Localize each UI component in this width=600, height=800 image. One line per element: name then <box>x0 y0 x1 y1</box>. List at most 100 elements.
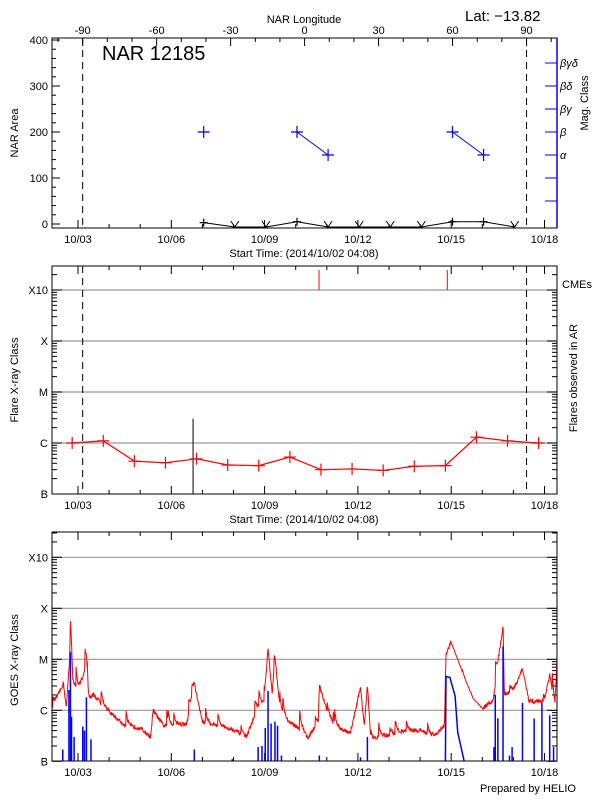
flare-point <box>501 434 514 447</box>
y-tick-label: C <box>40 705 48 717</box>
y-tick-label: X10 <box>28 552 48 564</box>
top-axis-label: NAR Longitude <box>267 14 342 26</box>
x-axis-label: Start Time: (2014/10/02 04:08) <box>229 514 378 526</box>
mag-class-line <box>296 131 329 156</box>
area-zero-marker <box>323 220 333 228</box>
plot-frame <box>51 265 558 495</box>
goes-long-channel-line <box>52 621 557 741</box>
y-tick-label: 300 <box>30 81 48 93</box>
flare-point <box>439 459 452 472</box>
region-title: NAR 12185 <box>102 43 205 65</box>
x-tick-label: 10/06 <box>158 500 186 512</box>
latitude-label: Lat: −13.82 <box>465 8 540 25</box>
flare-point <box>128 455 141 468</box>
flare-point <box>159 456 172 469</box>
y2-axis-label: Flares observed in AR <box>568 324 580 432</box>
longitude-tick-label: 60 <box>446 25 458 37</box>
area-zero-marker <box>416 220 426 228</box>
flare-point <box>346 462 359 475</box>
area-point <box>199 218 208 227</box>
goes-data <box>52 621 557 761</box>
x-tick-label: 10/12 <box>344 500 372 512</box>
y-tick-label: 0 <box>42 219 48 231</box>
area-zero-marker <box>354 220 364 228</box>
x-tick-label: 10/06 <box>158 234 186 246</box>
mag-class-point <box>197 126 210 138</box>
mag-class-point <box>446 126 459 138</box>
mag-class-point <box>322 149 335 161</box>
longitude-tick-label: -30 <box>223 25 239 37</box>
flare-point <box>66 437 79 449</box>
x-tick-label: 10/15 <box>437 234 465 246</box>
y-tick-label: M <box>39 387 48 399</box>
flare-point <box>97 434 110 447</box>
y-tick-label: X10 <box>28 285 48 297</box>
flare-point <box>314 463 327 476</box>
longitude-tick-label: 30 <box>372 25 384 37</box>
y-tick-label: 400 <box>30 35 48 47</box>
flare-point <box>190 452 203 465</box>
mag-class-point <box>290 126 303 138</box>
longitude-tick-label: 0 <box>302 25 308 37</box>
flare-point <box>408 460 421 473</box>
goes-short-decay-line <box>444 675 465 761</box>
y-tick-label: X <box>41 603 49 615</box>
x-tick-label: 10/06 <box>158 767 186 779</box>
x-tick-label: 10/15 <box>437 500 465 512</box>
flare-point <box>221 459 234 472</box>
x-axis-label: Start Time: (2014/10/02 04:08) <box>229 248 378 260</box>
mag-class-tick-label: βγ <box>559 104 573 116</box>
area-point <box>479 217 488 226</box>
x-tick-label: 10/09 <box>251 767 279 779</box>
plot-frame <box>51 531 558 762</box>
flare-point <box>283 451 296 464</box>
y-tick-label: M <box>39 654 48 666</box>
mag-class-tick-label: βγδ <box>559 58 579 70</box>
area-zero-marker <box>230 220 240 228</box>
flare-point <box>377 464 390 477</box>
goes-xray-panel: B C M X X10 10/03 10/06 10/09 10/12 10/15 10/18 GOE… <box>9 531 559 779</box>
x-tick-label: 10/15 <box>437 767 465 779</box>
flare-class-panel: B C M X X10 10/03 10/06 10/09 10/12 10/15 10/18 Sta… <box>9 265 592 526</box>
flare-point <box>252 459 265 472</box>
y-tick-label: B <box>41 489 48 501</box>
flare-point <box>470 431 483 444</box>
cme-label: CMEs <box>562 279 592 291</box>
longitude-tick-label: 90 <box>520 25 532 37</box>
x-tick-label: 10/18 <box>531 234 559 246</box>
y-axis-label: NAR Area <box>9 108 21 158</box>
x-tick-label: 10/03 <box>64 234 92 246</box>
area-zero-marker <box>261 220 271 228</box>
mag-class-tick-label: α <box>560 150 567 162</box>
flare-point <box>532 437 545 449</box>
y2-axis-label: Mag. Class <box>579 75 591 131</box>
longitude-tick-label: -90 <box>75 25 91 37</box>
mag-class-line <box>452 131 484 156</box>
y-axis-label: Flare X-ray Class <box>9 337 21 422</box>
x-tick-label: 10/03 <box>64 767 92 779</box>
y-tick-label: 200 <box>30 127 48 139</box>
mag-class-tick-label: βδ <box>559 81 573 93</box>
mag-class-tick-label: β <box>559 127 567 139</box>
y-axis-label: GOES X-ray Class <box>9 614 21 706</box>
x-tick-label: 10/09 <box>251 500 279 512</box>
x-tick-label: 10/18 <box>531 500 559 512</box>
y-tick-label: 100 <box>30 173 48 185</box>
x-tick-label: 10/18 <box>531 767 559 779</box>
longitude-tick-label: -60 <box>149 25 165 37</box>
y-tick-label: C <box>40 438 48 450</box>
x-tick-label: 10/12 <box>344 767 372 779</box>
area-point <box>448 217 457 226</box>
area-zero-marker <box>510 220 520 228</box>
prepared-by-label: Prepared by HELIO <box>480 783 576 795</box>
y-tick-label: X <box>41 336 49 348</box>
y-tick-label: B <box>41 756 48 768</box>
x-tick-label: 10/12 <box>344 234 372 246</box>
area-point <box>292 217 301 226</box>
area-zero-marker <box>385 220 395 228</box>
x-tick-label: 10/09 <box>251 234 279 246</box>
flare-class-line <box>72 436 539 472</box>
